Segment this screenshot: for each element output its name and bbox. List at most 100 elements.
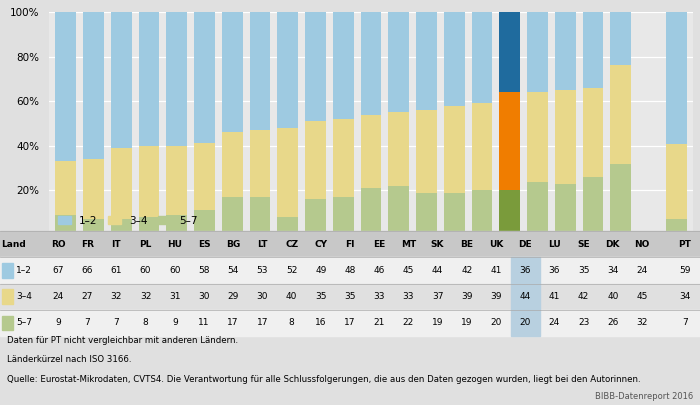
- Text: 61: 61: [111, 266, 122, 275]
- Bar: [0, 284, 700, 310]
- Text: 35: 35: [578, 266, 589, 275]
- Bar: [111, 220, 132, 235]
- Text: PL: PL: [139, 239, 152, 249]
- Bar: [444, 193, 465, 235]
- Bar: [139, 217, 160, 235]
- Text: 26: 26: [607, 318, 619, 328]
- Bar: [416, 193, 437, 235]
- Text: 46: 46: [374, 266, 385, 275]
- Text: 44: 44: [519, 292, 531, 301]
- Text: 49: 49: [315, 266, 326, 275]
- Bar: [510, 257, 540, 284]
- Text: Land: Land: [1, 239, 26, 249]
- Bar: [582, 177, 603, 235]
- Bar: [55, 215, 76, 235]
- Text: SE: SE: [578, 239, 590, 249]
- Bar: [305, 122, 326, 199]
- Text: 42: 42: [461, 266, 472, 275]
- Bar: [499, 12, 520, 92]
- Text: BG: BG: [226, 239, 240, 249]
- Bar: [222, 12, 243, 132]
- Bar: [194, 143, 215, 210]
- Text: 21: 21: [374, 318, 385, 328]
- Text: 59: 59: [679, 266, 690, 275]
- Text: 45: 45: [636, 292, 648, 301]
- Text: 35: 35: [315, 292, 326, 301]
- Text: 37: 37: [432, 292, 443, 301]
- Text: 17: 17: [344, 318, 356, 328]
- Text: DK: DK: [606, 239, 620, 249]
- Bar: [2, 290, 13, 304]
- Bar: [194, 12, 215, 143]
- Text: 40: 40: [607, 292, 619, 301]
- Text: Quelle: Eurostat-Mikrodaten, CVTS4. Die Verantwortung für alle Schlussfolgerunge: Quelle: Eurostat-Mikrodaten, CVTS4. Die …: [7, 375, 640, 384]
- Text: 8: 8: [143, 318, 148, 328]
- Text: 7: 7: [113, 318, 119, 328]
- Text: 54: 54: [228, 266, 239, 275]
- Bar: [332, 197, 354, 235]
- Text: BE: BE: [461, 239, 473, 249]
- Bar: [527, 182, 548, 235]
- Text: 3–4: 3–4: [16, 292, 32, 301]
- Bar: [83, 220, 104, 235]
- Bar: [666, 144, 687, 220]
- Bar: [472, 190, 492, 235]
- Bar: [389, 12, 410, 113]
- Text: HU: HU: [167, 239, 182, 249]
- Text: 16: 16: [315, 318, 326, 328]
- Text: 41: 41: [490, 266, 502, 275]
- Bar: [55, 162, 76, 215]
- Text: 41: 41: [549, 292, 560, 301]
- Text: Länderkürzel nach ISO 3166.: Länderkürzel nach ISO 3166.: [7, 356, 132, 364]
- Bar: [250, 12, 270, 130]
- Bar: [250, 197, 270, 235]
- Bar: [167, 215, 187, 235]
- Text: 58: 58: [198, 266, 210, 275]
- Text: 60: 60: [140, 266, 151, 275]
- Text: 5–7: 5–7: [16, 318, 32, 328]
- Text: 7: 7: [682, 318, 687, 328]
- Text: FI: FI: [345, 239, 355, 249]
- Bar: [360, 115, 382, 188]
- Text: CY: CY: [314, 239, 328, 249]
- Text: 32: 32: [636, 318, 648, 328]
- Text: 60: 60: [169, 266, 181, 275]
- Text: 19: 19: [432, 318, 443, 328]
- Text: 23: 23: [578, 318, 589, 328]
- Bar: [277, 217, 298, 235]
- Text: 40: 40: [286, 292, 298, 301]
- Bar: [389, 113, 410, 186]
- Bar: [305, 12, 326, 122]
- Bar: [666, 220, 687, 235]
- Bar: [222, 197, 243, 235]
- Text: 53: 53: [257, 266, 268, 275]
- Bar: [555, 90, 575, 184]
- Text: 34: 34: [607, 266, 619, 275]
- Text: 35: 35: [344, 292, 356, 301]
- Bar: [0, 310, 700, 336]
- Bar: [167, 12, 187, 146]
- Bar: [389, 186, 410, 235]
- Text: 42: 42: [578, 292, 589, 301]
- Bar: [277, 12, 298, 128]
- Text: 24: 24: [636, 266, 648, 275]
- Bar: [555, 184, 575, 235]
- Bar: [499, 92, 520, 190]
- Bar: [332, 12, 354, 119]
- Text: 9: 9: [172, 318, 178, 328]
- Bar: [444, 12, 465, 106]
- Bar: [510, 310, 540, 336]
- Bar: [416, 110, 437, 193]
- Bar: [83, 12, 104, 159]
- Text: LU: LU: [548, 239, 561, 249]
- Bar: [332, 119, 354, 197]
- Bar: [250, 130, 270, 197]
- Bar: [472, 12, 492, 104]
- Bar: [2, 316, 13, 330]
- Text: LT: LT: [257, 239, 267, 249]
- Bar: [527, 12, 548, 92]
- Text: FR: FR: [80, 239, 94, 249]
- Bar: [360, 188, 382, 235]
- Text: 44: 44: [432, 266, 443, 275]
- Text: 33: 33: [374, 292, 385, 301]
